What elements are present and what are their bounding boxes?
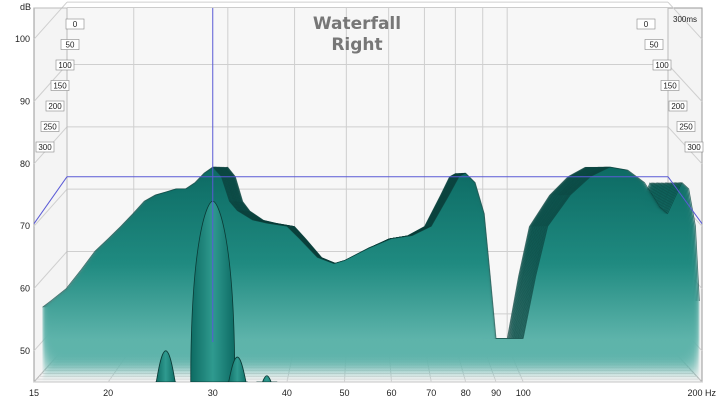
y-gridline-right-wall bbox=[667, 1, 703, 40]
cursor-right-wall-line bbox=[667, 176, 703, 224]
time-tick-text: 300 bbox=[38, 143, 52, 152]
chart-subtitle: Right bbox=[331, 35, 382, 55]
time-tick-box bbox=[684, 141, 704, 153]
y-tick-label: 100 bbox=[15, 34, 30, 44]
time-tick-text: 200 bbox=[48, 102, 62, 111]
time-tick-text: 150 bbox=[663, 82, 677, 91]
time-tick-left: 300 bbox=[35, 141, 55, 153]
time-tick-box bbox=[55, 59, 75, 71]
time-tick-text: 100 bbox=[655, 61, 669, 70]
time-tick-text: 250 bbox=[679, 123, 693, 132]
y-gridline-left-wall bbox=[33, 64, 68, 102]
time-tick-box bbox=[35, 141, 55, 153]
time-tick-right: 50 bbox=[644, 39, 664, 50]
time-tick-left: 0 bbox=[65, 18, 85, 30]
time-tick-right: 100 bbox=[652, 59, 672, 71]
waterfall-slice-edge bbox=[42, 166, 700, 339]
x-tick-label: 30 bbox=[208, 388, 218, 398]
y-gridline-left-wall bbox=[33, 188, 68, 227]
time-tick-text: 50 bbox=[650, 41, 659, 50]
time-tick-text: 0 bbox=[644, 20, 649, 29]
time-tick-box bbox=[668, 100, 688, 112]
x-tick-label: 70 bbox=[426, 388, 436, 398]
x-tick-label: 20 bbox=[103, 388, 113, 398]
y-gridline-right-wall bbox=[667, 64, 703, 102]
time-tick-box bbox=[50, 80, 70, 91]
time-tick-box bbox=[660, 80, 680, 91]
resonance-peak bbox=[155, 350, 177, 382]
time-tick-text: 50 bbox=[66, 41, 75, 50]
cursor-left-wall-line bbox=[33, 176, 68, 224]
time-tick-box bbox=[652, 59, 672, 71]
time-tick-right: 250 bbox=[676, 121, 696, 132]
time-tick-left: 200 bbox=[45, 100, 65, 112]
time-tick-left: 100 bbox=[55, 59, 75, 71]
y-tick-label: 90 bbox=[20, 97, 30, 107]
time-tick-box bbox=[676, 121, 696, 132]
time-tick-text: 150 bbox=[53, 82, 67, 91]
time-tick-right: 150 bbox=[660, 80, 680, 91]
time-tick-text: 300 bbox=[687, 143, 701, 152]
time-tick-left: 150 bbox=[50, 80, 70, 91]
x-tick-label: 200 Hz bbox=[687, 388, 716, 398]
x-tick-label: 50 bbox=[339, 388, 349, 398]
time-tick-left: 50 bbox=[60, 39, 80, 50]
y-tick-label: 60 bbox=[20, 284, 30, 294]
resonance-peak bbox=[226, 356, 248, 382]
x-tick-label: 60 bbox=[387, 388, 397, 398]
time-tick-box bbox=[45, 100, 65, 112]
time-tick-box bbox=[65, 18, 85, 30]
x-tick-label: 15 bbox=[29, 388, 39, 398]
time-tick-right: 0 bbox=[636, 18, 656, 30]
x-tick-label: 100 bbox=[516, 388, 531, 398]
y-tick-label: 80 bbox=[20, 159, 30, 169]
time-tick-right: 200 bbox=[668, 100, 688, 112]
time-tick-left: 250 bbox=[40, 121, 60, 132]
time-tick-text: 200 bbox=[671, 102, 685, 111]
time-tick-text: 250 bbox=[43, 123, 57, 132]
y-axis-label: dB bbox=[20, 2, 31, 12]
time-tick-text: 100 bbox=[58, 61, 72, 70]
chart-title: Waterfall bbox=[313, 14, 401, 34]
time-tick-box bbox=[636, 18, 656, 30]
time-tick-box bbox=[40, 121, 60, 132]
time-tick-box bbox=[644, 39, 664, 50]
resonance-peak bbox=[256, 375, 278, 382]
time-unit-label: 300ms bbox=[673, 15, 697, 24]
x-tick-label: 40 bbox=[282, 388, 292, 398]
time-tick-right: 300 bbox=[684, 141, 704, 153]
y-tick-label: 70 bbox=[20, 221, 30, 231]
time-tick-text: 0 bbox=[73, 20, 78, 29]
time-tick-box bbox=[60, 39, 80, 50]
x-tick-label: 90 bbox=[491, 388, 501, 398]
x-tick-label: 80 bbox=[461, 388, 471, 398]
y-gridline-left-wall bbox=[33, 251, 68, 289]
y-tick-label: 50 bbox=[20, 346, 30, 356]
